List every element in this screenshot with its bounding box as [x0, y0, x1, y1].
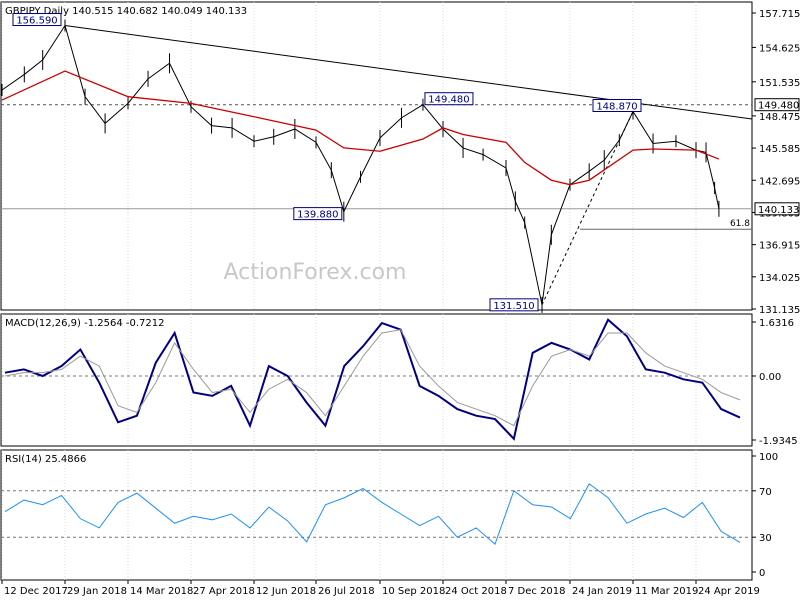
- price-ytick-label: 136.915: [759, 241, 800, 252]
- xtick-label: 10 Sep 2018: [382, 586, 445, 597]
- price-ytick-label: 154.625: [759, 43, 800, 54]
- price-ytick-label: 131.135: [759, 305, 800, 316]
- xtick-label: 24 Apr 2019: [698, 586, 760, 597]
- price-badge-1: 140.133: [758, 205, 799, 216]
- panel-frame-price: [0, 1, 753, 311]
- xtick-label: 26 Jul 2018: [318, 586, 375, 597]
- annotation-1: 139.880: [297, 210, 338, 221]
- price-badge-box-0: [754, 98, 800, 112]
- panel-frame-macd: [0, 313, 753, 447]
- price-ytick-label: 151.535: [759, 78, 800, 89]
- macd-ytick-label: 0.00: [759, 372, 781, 383]
- watermark: ActionForex.com: [224, 260, 407, 285]
- price-title: GBPJPY Daily 140.515 140.682 140.049 140…: [5, 6, 247, 17]
- annotation-box-3: [489, 298, 539, 312]
- macd-ytick-label: -1.9345: [759, 436, 798, 447]
- panel-frames: [0, 1, 753, 581]
- price-panel: GBPJPY Daily 140.515 140.682 140.049 140…: [1, 6, 753, 313]
- price-ytick-label: 157.715: [759, 9, 800, 20]
- macd-signal-line: [4, 329, 741, 427]
- y-axis-labels: 157.715 154.625 151.535 148.475 145.585 142.6…: [752, 9, 800, 579]
- xtick-label: 14 Mar 2018: [130, 586, 193, 597]
- fib-level-label: 61.8: [730, 219, 750, 229]
- watermark-layer: ActionForex.com: [224, 260, 407, 285]
- price-ytick-label: 134.025: [759, 273, 800, 284]
- annotation-4: 148.870: [596, 101, 637, 112]
- macd-title: MACD(12,26,9) -1.2564 -0.7212: [5, 318, 165, 329]
- rsi-ytick-label: 0: [759, 568, 765, 579]
- series-moving-average: [1, 70, 720, 186]
- xtick-label: 12 Jun 2018: [256, 586, 316, 597]
- annotation-box-4: [592, 98, 642, 112]
- annotation-box-2: [424, 92, 474, 106]
- rsi-ytick-label: 30: [759, 533, 772, 544]
- xtick-label: 24 Jan 2019: [572, 586, 632, 597]
- macd-ytick-label: 1.6316: [759, 318, 794, 329]
- grid-lines: [1, 2, 697, 580]
- series-price: [1, 24, 720, 305]
- rsi-ytick-label: 100: [759, 452, 778, 463]
- price-badge-box-1: [754, 202, 800, 216]
- annotation-3: 131.510: [493, 301, 534, 312]
- price-badge-0: 149.480: [758, 101, 799, 112]
- xtick-label: 27 Apr 2018: [193, 586, 255, 597]
- panel-frame-rsi: [0, 449, 753, 581]
- macd-macd-line: [4, 318, 741, 441]
- price-ytick-label: 142.695: [759, 176, 800, 187]
- xtick-label: 7 Dec 2018: [508, 586, 566, 597]
- annotation-0: 156.590: [16, 16, 57, 27]
- rsi-panel: RSI(14) 25.4866: [1, 454, 752, 546]
- xtick-label: 11 Mar 2019: [635, 586, 698, 597]
- annotation-box-1: [293, 207, 343, 221]
- annotation-box-0: [12, 13, 62, 27]
- rsi-ytick-label: 70: [759, 487, 772, 498]
- macd-panel: MACD(12,26,9) -1.2564 -0.7212: [1, 318, 752, 441]
- rsi-line: [4, 483, 741, 546]
- annotation-2: 149.480: [428, 95, 469, 106]
- xtick-label: 24 Oct 2018: [445, 586, 507, 597]
- price-ytick-label: 145.585: [759, 144, 800, 155]
- rsi-title: RSI(14) 25.4866: [5, 454, 86, 465]
- xtick-label: 12 Dec 2017: [4, 586, 68, 597]
- x-axis-labels: 12 Dec 2017 29 Jan 2018 14 Mar 2018 27 Apr …: [1, 580, 760, 597]
- xtick-label: 29 Jan 2018: [67, 586, 127, 597]
- price-ytick-label: 148.475: [759, 112, 800, 123]
